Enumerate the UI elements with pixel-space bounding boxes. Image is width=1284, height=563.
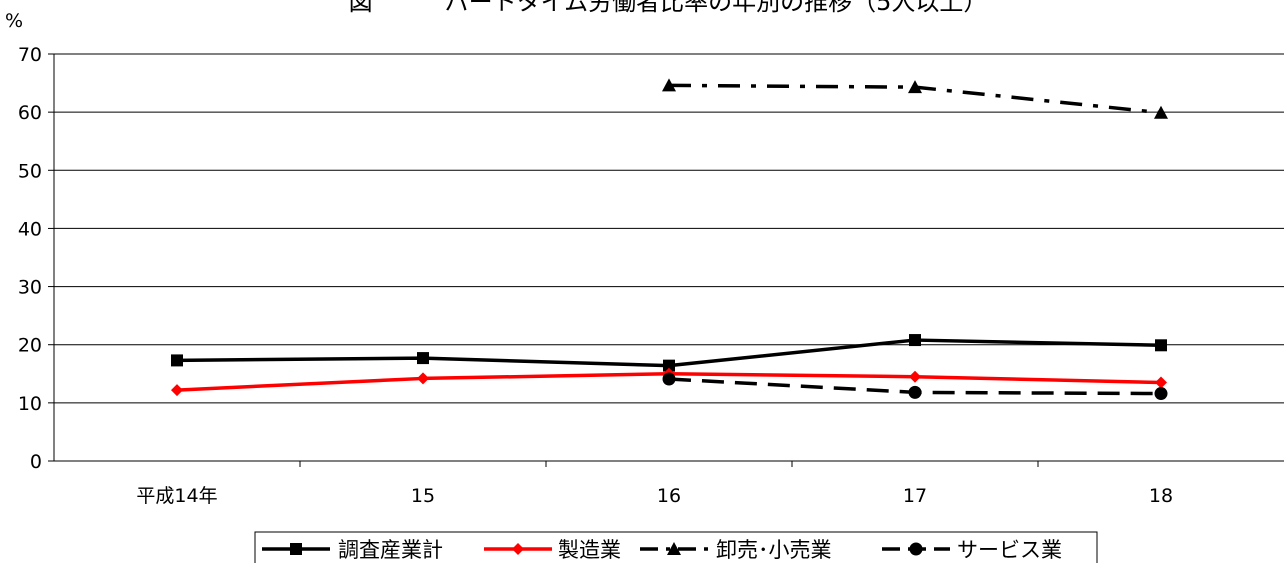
data-point [908, 385, 922, 399]
data-point [908, 80, 922, 94]
x-tick-label: 15 [411, 485, 435, 507]
chart-title: 図 パートタイム労働者比率の年別の推移（5人以上） [349, 0, 988, 16]
data-point [1154, 387, 1168, 401]
legend: 調査産業計 製造業 卸売･小売業 サービス業 [254, 531, 1098, 563]
series-1 [171, 334, 1167, 372]
gridlines [54, 53, 1284, 404]
legend-item: 卸売･小売業 [640, 538, 832, 562]
y-tick-label: 40 [18, 218, 42, 240]
data-point [417, 352, 429, 365]
y-tick-label: 30 [18, 277, 42, 299]
legend-marker [667, 542, 681, 555]
legend-label: 製造業 [558, 538, 621, 562]
series-4 [662, 372, 1168, 401]
data-point [417, 372, 429, 385]
x-tick-label: 平成14年 [136, 485, 217, 507]
y-tick-label: 20 [18, 335, 42, 357]
legend-marker [512, 543, 524, 555]
legend-item: 製造業 [484, 538, 621, 562]
legend-item: サービス業 [882, 538, 1062, 562]
x-tick-label: 16 [657, 485, 681, 507]
data-point [909, 370, 921, 383]
y-axis-unit-label: % [5, 10, 23, 32]
legend-marker [909, 542, 923, 556]
data-point [1155, 376, 1167, 389]
series-lines [171, 78, 1168, 401]
y-tick-label: 50 [18, 160, 42, 182]
series-3 [662, 78, 1168, 119]
legend-item: 調査産業計 [262, 538, 443, 562]
y-tick-label: 10 [18, 393, 42, 415]
x-tick-label: 18 [1149, 485, 1173, 507]
data-point [909, 334, 921, 347]
data-point [662, 78, 676, 92]
data-point [1154, 105, 1168, 119]
data-point [171, 354, 183, 367]
data-point [1155, 339, 1167, 352]
legend-marker [290, 543, 302, 555]
legend-label: 卸売･小売業 [716, 538, 832, 562]
data-point [663, 359, 675, 372]
y-tick-label: 60 [18, 102, 42, 124]
legend-label: 調査産業計 [338, 538, 443, 562]
y-tick-label: 0 [30, 451, 42, 473]
data-point [662, 372, 676, 386]
data-point [171, 384, 183, 397]
y-tick-label: 70 [18, 44, 42, 66]
legend-label: サービス業 [957, 538, 1062, 562]
x-tick-label: 17 [903, 485, 927, 507]
axes: 0 10 20 30 40 50 60 70 平成14年 15 16 17 18 [18, 44, 1284, 507]
